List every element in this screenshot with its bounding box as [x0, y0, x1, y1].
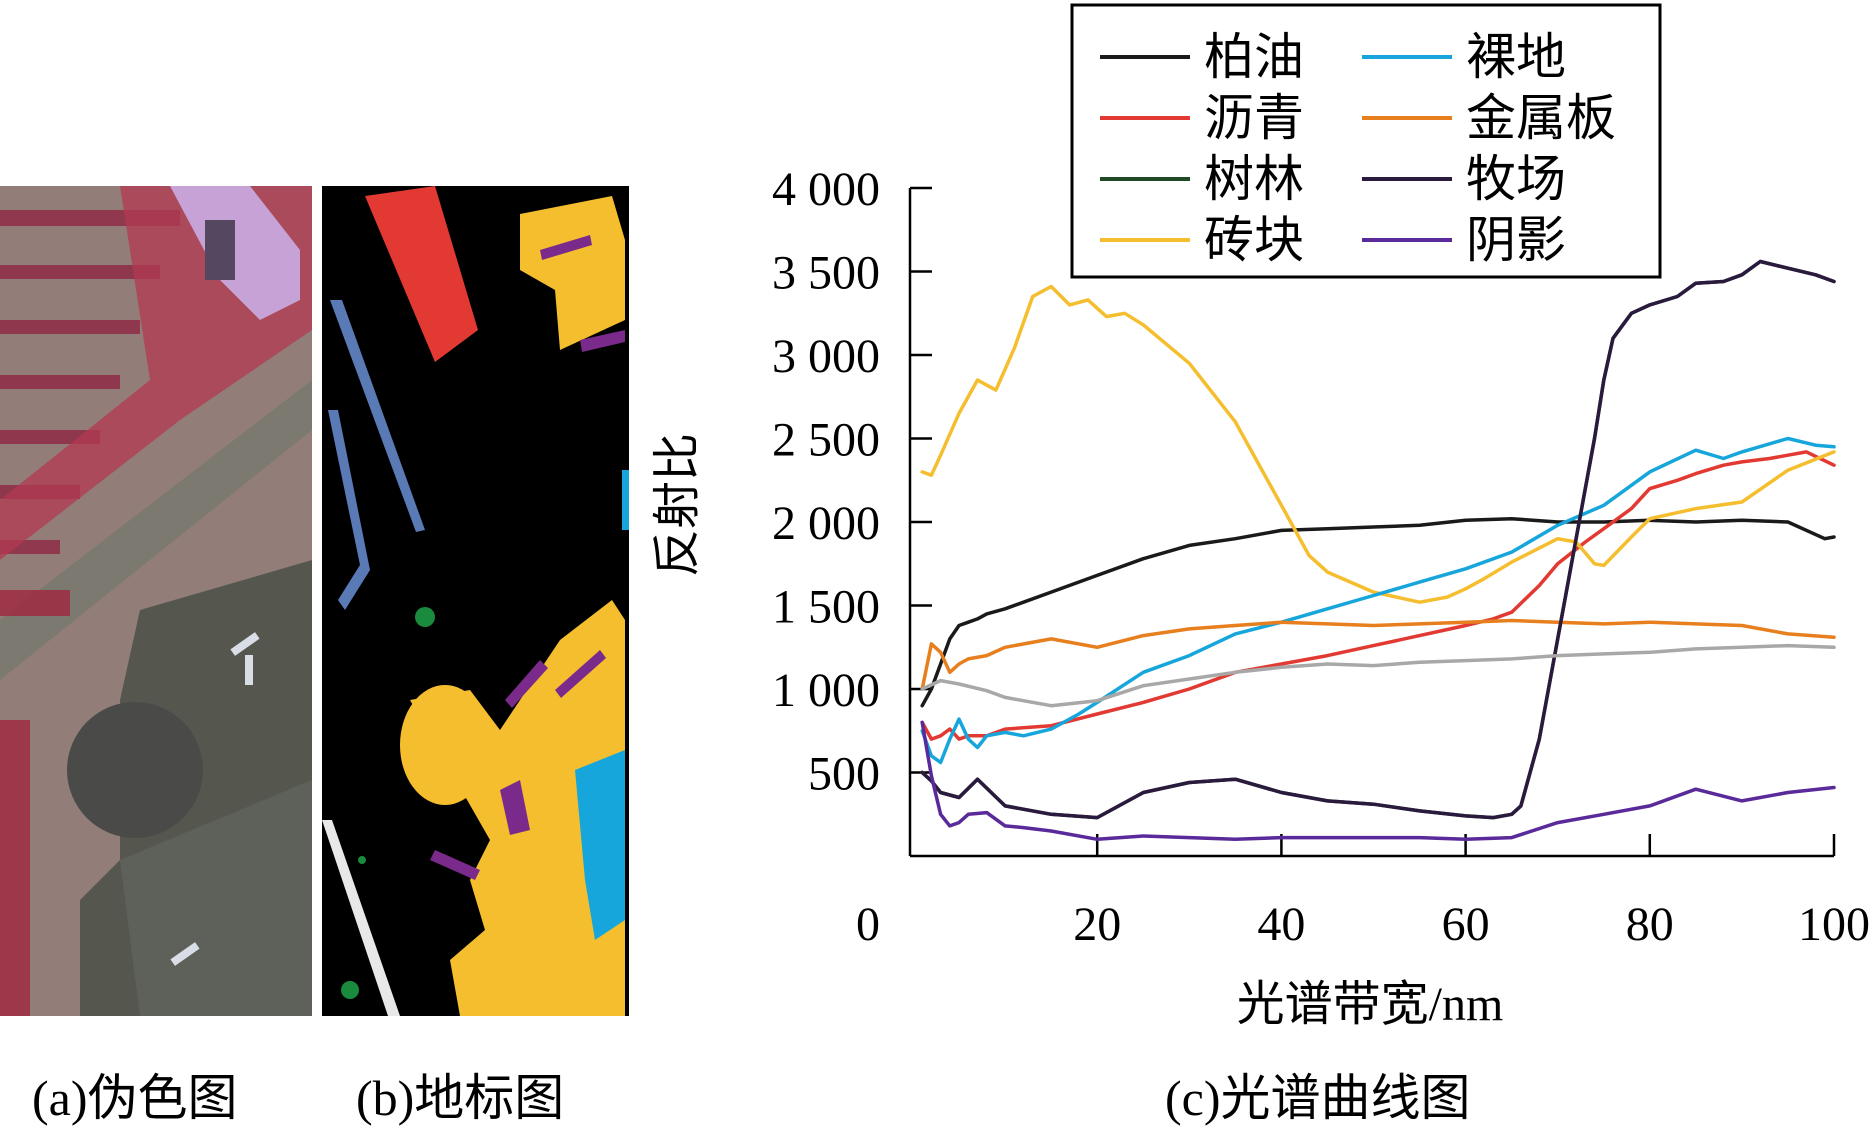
- x-tick-label: 20: [1073, 898, 1121, 951]
- parking-rows: [0, 210, 180, 554]
- round-building: [67, 702, 203, 838]
- bitumen-line-1: [330, 300, 425, 532]
- series-line-5: [920, 436, 1836, 765]
- legend-label: 阴影: [1466, 212, 1566, 268]
- legend-box: [1070, 3, 1662, 279]
- series-line-8: [920, 720, 1836, 842]
- bitumen-line-2: [328, 410, 370, 610]
- bricks-round: [400, 685, 490, 805]
- legend-label: 裸地: [1466, 29, 1566, 85]
- y-axis-ticks: 500 1 000 1 500 2 000 2 500 3 000 3 500 4 000: [772, 163, 932, 801]
- x-tick-label: 0: [856, 898, 880, 951]
- series-line-3: [920, 259, 1836, 820]
- y-tick-label: 1 000: [772, 664, 880, 717]
- bare-soil-edge: [622, 470, 629, 530]
- legend-label: 砖块: [1204, 212, 1304, 268]
- bricks-region-top: [520, 196, 625, 350]
- bare-soil-region: [575, 750, 625, 940]
- y-tick-label: 2 000: [772, 497, 880, 550]
- series-line-2: [920, 450, 1836, 741]
- red-border-left: [0, 590, 70, 1016]
- y-tick-label: 3 000: [772, 330, 880, 383]
- meadow-line: [322, 820, 400, 1016]
- y-axis-label: 反射比: [651, 433, 704, 577]
- caption-b: (b)地标图: [356, 1070, 565, 1126]
- x-tick-label: 40: [1257, 898, 1305, 951]
- landmark-map: [322, 186, 629, 1016]
- legend-label: 树林: [1204, 151, 1304, 207]
- legend-label: 金属板: [1466, 90, 1616, 146]
- y-tick-label: 4 000: [772, 163, 880, 216]
- series-lines: [920, 259, 1836, 842]
- y-tick-label: 3 500: [772, 247, 880, 300]
- legend-label: 沥青: [1204, 90, 1304, 146]
- x-axis-label: 光谱带宽/nm: [1237, 978, 1504, 1031]
- series-line-1: [920, 516, 1836, 708]
- series-line-7: [920, 259, 1836, 820]
- spectral-chart: 500 1 000 1 500 2 000 2 500 3 000 3 500 4 000 0…: [651, 3, 1870, 1031]
- y-tick-label: 500: [808, 748, 880, 801]
- asphalt-region: [365, 186, 478, 362]
- x-axis-ticks: 0 20 40 60 80 100: [856, 834, 1870, 951]
- false-color-image: [0, 186, 312, 1016]
- shadow-strokes: [430, 235, 625, 880]
- diagonal-road: [0, 380, 312, 680]
- y-tick-label: 1 500: [772, 581, 880, 634]
- series-line-4: [920, 284, 1836, 604]
- legend-label: 柏油: [1204, 29, 1304, 85]
- series-line-9: [920, 643, 1836, 708]
- x-tick-label: 100: [1798, 898, 1870, 951]
- legend-label: 牧场: [1466, 151, 1566, 207]
- x-tick-label: 80: [1626, 898, 1674, 951]
- building-wing: [120, 780, 312, 1016]
- vehicle-marks: [170, 632, 260, 966]
- tree-spots: [341, 607, 435, 999]
- y-tick-label: 2 500: [772, 414, 880, 467]
- roof-structure: [170, 186, 300, 320]
- x-tick-label: 60: [1442, 898, 1490, 951]
- caption-c: (c)光谱曲线图: [1165, 1070, 1471, 1126]
- series-line-6: [920, 618, 1836, 691]
- caption-a: (a)伪色图: [32, 1070, 238, 1126]
